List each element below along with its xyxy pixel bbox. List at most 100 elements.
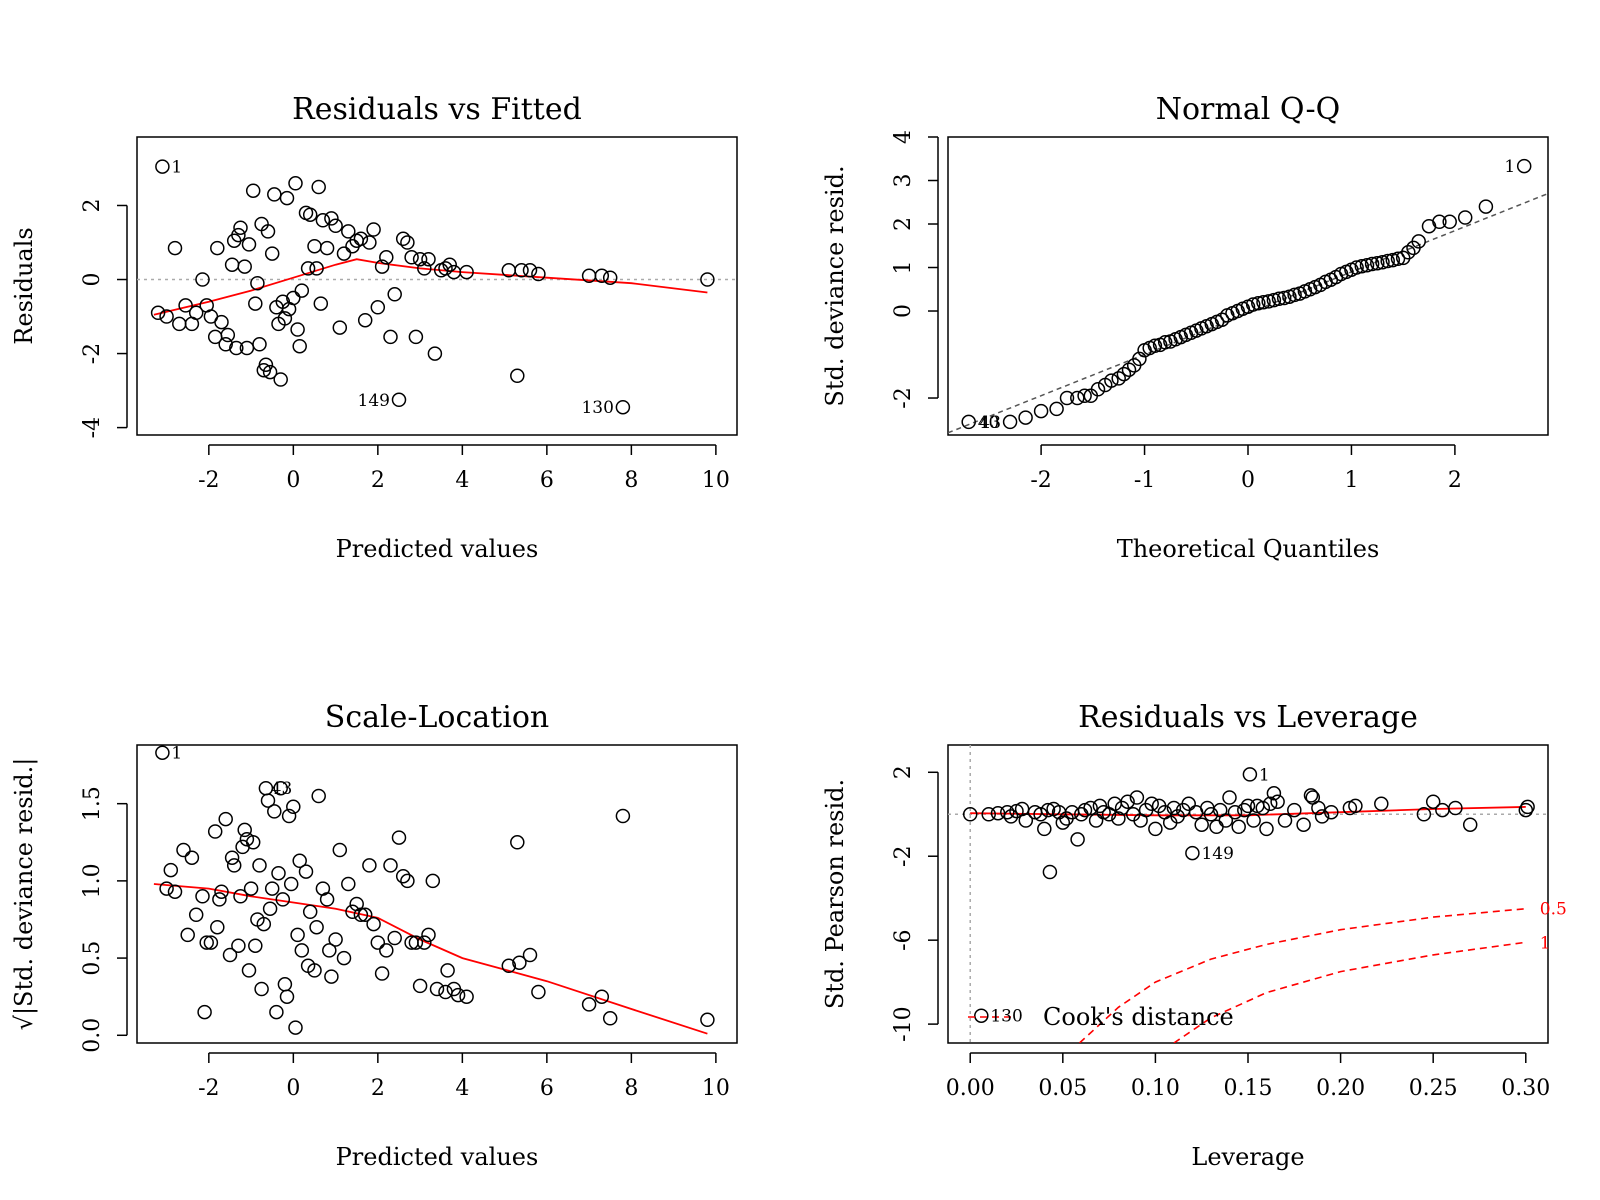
data-point [981,807,996,822]
data-point [1311,800,1326,816]
data-point [207,824,223,839]
data-point [1037,821,1052,837]
x-tick-label: 0 [1241,468,1255,493]
x-tick-label: -2 [198,468,219,493]
data-point [290,927,305,943]
data-point [1003,809,1019,824]
x-tick-label: 1 [1344,468,1358,493]
data-point [210,240,225,256]
data-point [408,935,424,950]
data-point [1390,251,1406,267]
data-point [260,224,276,239]
data-point [1002,414,1018,430]
data-point [328,218,343,234]
y-axis-label: √|Std. deviance resid.| [10,758,39,1031]
y-tick-label: -2 [891,846,916,867]
data-point [421,927,436,943]
x-tick-label: 6 [540,468,554,493]
data-point [1349,260,1364,275]
data-point [531,984,546,1000]
x-tick-label: 10 [702,468,730,493]
data-point [522,947,538,963]
scale-location-panel: Scale-Location Predicted values √|Std. dev… [10,700,738,1171]
data-point [203,935,219,950]
data-point [1070,390,1085,406]
data-point [294,283,310,298]
data-point [1231,819,1246,835]
x-tick-label: 2 [371,1076,385,1101]
data-point [229,340,244,356]
data-point [450,987,466,1003]
data-point [459,989,474,1004]
point-label: 1 [171,744,182,764]
data-point [1018,813,1034,828]
x-tick-label: 0 [286,1076,300,1101]
data-point [1520,799,1535,815]
data-point [210,919,225,935]
data-point [286,290,301,306]
data-point [302,904,318,920]
data-point [412,978,428,994]
data-point [341,224,356,239]
data-point [379,250,394,265]
data-point [1348,798,1363,814]
data-point [309,919,324,935]
data-point [1442,214,1457,230]
x-tick-label: 0.10 [1131,1076,1180,1101]
data-point [1104,373,1119,388]
data-point [231,227,246,243]
data-point [319,892,335,907]
data-point [412,251,428,267]
data-point [1287,287,1302,303]
data-point [283,876,299,892]
data-point [163,862,179,878]
data-point [1033,807,1048,822]
data-point [277,311,293,326]
x-tick-label: -2 [1030,468,1051,493]
data-point [302,207,318,222]
data-point [188,305,204,321]
data-point [1111,811,1126,826]
x-axis-label: Leverage [1191,1143,1304,1171]
data-point [1214,312,1230,327]
data-point [1266,292,1282,308]
plot-area [948,158,1548,434]
data-point [961,414,976,430]
data-point [1262,796,1278,812]
data-point [197,1004,212,1020]
data-point [581,997,597,1012]
x-tick-label: 2 [1448,468,1462,493]
data-point [1040,802,1056,818]
plot-frame [947,136,1549,436]
data-point [167,240,183,256]
data-point [353,231,369,247]
plot-area [153,745,715,1035]
data-point [1042,864,1058,880]
data-point [1375,255,1390,270]
data-point [700,272,715,287]
data-point [241,237,257,252]
point-label: 149 [358,391,390,411]
data-point [277,977,293,992]
y-tick-label: 2 [891,217,916,231]
y-tick-label: -2 [80,343,105,364]
data-point [1070,832,1085,847]
data-point [271,865,286,881]
data-point [602,270,618,285]
data-point [1277,813,1293,828]
data-point [298,864,314,879]
data-point [1242,767,1258,782]
data-point [322,943,337,958]
data-point [531,266,546,282]
y-tick-label: 0 [891,304,916,318]
data-point [290,322,305,337]
data-point [974,1008,989,1023]
data-point [1432,214,1447,230]
data-point [309,261,324,276]
data-point [1033,403,1049,419]
data-point [510,368,525,384]
data-point [332,842,348,858]
data-point [1088,813,1104,828]
x-tick-label: 0.20 [1316,1076,1365,1101]
residuals-vs-fitted-panel: Residuals vs Fitted Predicted values Resid… [10,92,738,563]
